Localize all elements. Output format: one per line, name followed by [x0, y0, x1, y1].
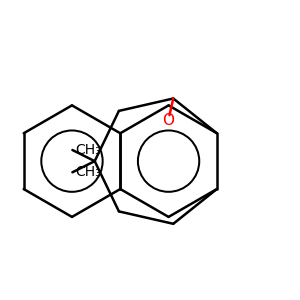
Text: O: O: [162, 113, 174, 128]
Text: CH₃: CH₃: [75, 143, 101, 157]
Text: CH₃: CH₃: [75, 165, 101, 179]
